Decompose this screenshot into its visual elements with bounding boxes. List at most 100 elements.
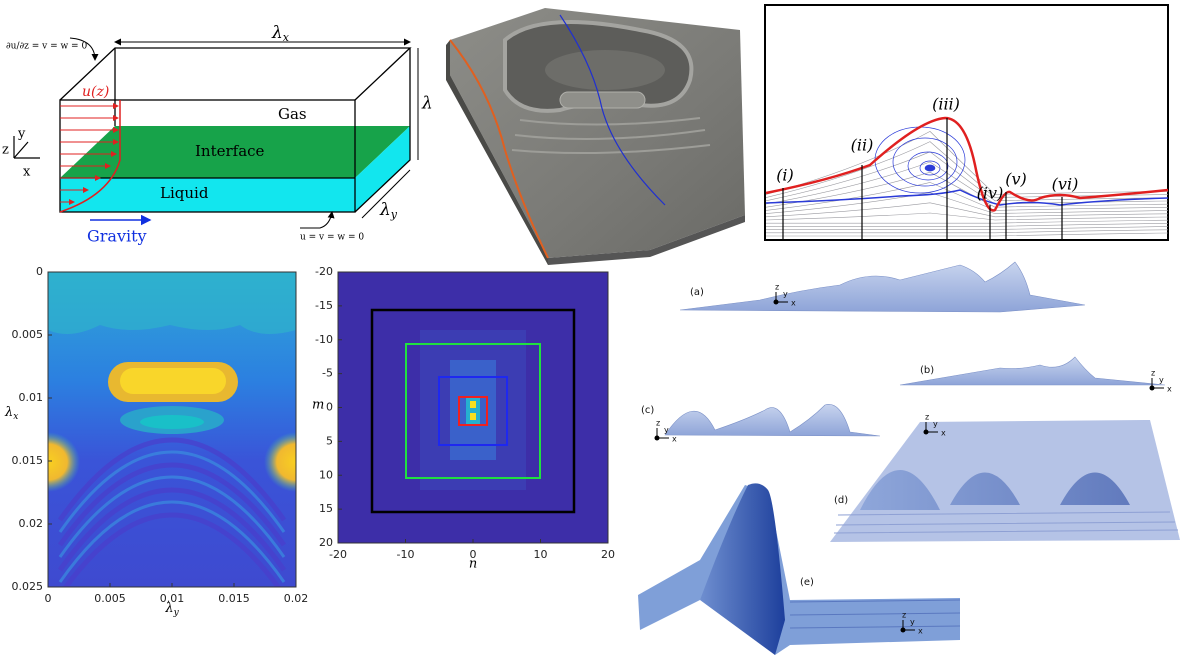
y-tick-label: -5 xyxy=(322,367,333,380)
triad-label: z xyxy=(925,413,929,422)
render-label: (d) xyxy=(834,495,848,506)
axis-triad xyxy=(13,136,40,159)
trough xyxy=(545,50,665,90)
liquid-label: Liquid xyxy=(160,184,209,202)
triad-label: z xyxy=(902,611,906,620)
y-tick-label: 0.02 xyxy=(19,517,44,530)
liquid-side xyxy=(355,126,410,212)
triad-label: z xyxy=(775,283,779,292)
subscript: y xyxy=(173,608,180,618)
station-label: (ii) xyxy=(851,136,874,155)
y-tick-label: -10 xyxy=(315,333,333,346)
box-2 xyxy=(458,396,488,426)
triad-origin xyxy=(654,435,660,441)
axis-z: z xyxy=(2,143,9,158)
symbol: λ xyxy=(271,23,283,43)
y-tick-label: -20 xyxy=(315,265,333,278)
height-label: λ xyxy=(421,94,433,114)
triad-label: z xyxy=(656,419,660,428)
x-tick-label: -10 xyxy=(397,548,415,561)
x-tick-label: 0.005 xyxy=(94,592,126,605)
heatmap-image xyxy=(48,272,296,587)
liquid-front xyxy=(60,178,355,212)
render-label: (e) xyxy=(800,577,814,588)
triad-label: z xyxy=(1151,369,1155,378)
triad-origin xyxy=(1149,385,1155,391)
x-tick-label: 10 xyxy=(534,548,548,561)
centerline xyxy=(559,14,666,206)
schematic: ∂u/∂z = v = w = 0 u = v = w = 0 λx λy λ … xyxy=(2,23,433,246)
box-10 xyxy=(405,343,541,479)
streamline xyxy=(765,151,1169,202)
triad-origin xyxy=(900,627,906,633)
renders: (a) zyx(b) zyx(c)zyx(d)zyx(e)zyx xyxy=(638,261,1180,655)
y-tick-label: 20 xyxy=(319,536,333,549)
subscript: x xyxy=(283,31,290,44)
peak xyxy=(466,397,480,425)
render-a xyxy=(679,261,1086,313)
render-e-ripples xyxy=(789,599,961,629)
station-label: (vi) xyxy=(1052,175,1079,194)
y-axis-label: m xyxy=(312,398,324,413)
render-e-wave xyxy=(700,483,785,655)
render-labels: (a) zyx(b) zyx(c)zyx(d)zyx(e)zyx xyxy=(641,283,1172,636)
interface-line xyxy=(765,189,1169,206)
y-tick-label: 0 xyxy=(326,401,333,414)
heatmap-panel: 0 0.005 0.01 0.015 0.02 0 0.005 0.01 0.015 0.02 0.… xyxy=(4,265,309,618)
profile-label: u(z) xyxy=(82,84,109,100)
y-axis-label: λx xyxy=(4,405,18,422)
symbol: λ xyxy=(164,601,173,616)
interface-label: Interface xyxy=(195,142,265,160)
subscript: y xyxy=(390,208,398,221)
symbol: λ xyxy=(379,200,391,220)
streamline xyxy=(765,141,1169,198)
x-tick-label: 0 xyxy=(470,548,477,561)
station-label: (v) xyxy=(1005,170,1027,189)
streamline xyxy=(766,229,1169,234)
y-tick-label: 10 xyxy=(319,468,333,481)
ripples xyxy=(511,117,711,155)
edge-line xyxy=(449,39,549,259)
streamline xyxy=(765,202,1169,218)
render-label: (a) xyxy=(690,287,704,298)
render-d-ripples xyxy=(833,511,1179,534)
peak xyxy=(470,413,476,420)
x-tick-label: 20 xyxy=(601,548,615,561)
streamline xyxy=(766,223,1169,227)
peak xyxy=(470,401,476,408)
streamlines xyxy=(765,131,1169,237)
ly-label: λy xyxy=(379,200,398,222)
station-label: (iv) xyxy=(977,184,1004,203)
top-bc-pointer xyxy=(69,37,99,61)
x-tick-label: 0.01 xyxy=(160,592,185,605)
axis-x: x xyxy=(23,165,31,180)
x-tick-label: -20 xyxy=(329,548,347,561)
triad-label: y xyxy=(1159,376,1164,385)
x-tick-label: 0.02 xyxy=(284,592,309,605)
x-axis-label: n xyxy=(469,557,477,572)
streamline xyxy=(765,192,1169,214)
render-label: (c) xyxy=(641,405,654,416)
y-tick-label: 0.025 xyxy=(12,580,44,593)
station-label: (iii) xyxy=(932,95,960,114)
y-tick-label: 0.015 xyxy=(12,454,44,467)
render-e-base xyxy=(638,485,960,655)
triad-label: x xyxy=(1167,385,1172,394)
triad-label: y xyxy=(664,426,669,435)
triad-label: y xyxy=(910,618,915,627)
triad-label: y xyxy=(783,290,788,299)
streamline xyxy=(766,219,1169,224)
bottom-bc: u = v = w = 0 xyxy=(300,233,364,243)
triad-label: x xyxy=(672,435,677,444)
x-axis-label: λy xyxy=(164,601,179,618)
surface-side xyxy=(548,215,745,265)
box-15 xyxy=(370,308,576,514)
y-tick-label: 0.01 xyxy=(19,391,44,404)
gas-label: Gas xyxy=(278,105,307,123)
y-tick-label: 15 xyxy=(319,502,333,515)
streamline xyxy=(765,212,1169,221)
triad-origin xyxy=(773,299,779,305)
y-tick-label: 0.005 xyxy=(12,328,44,341)
